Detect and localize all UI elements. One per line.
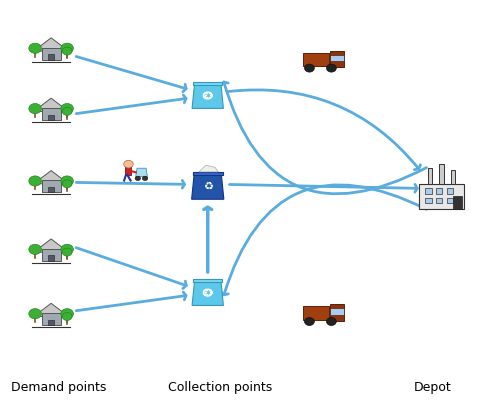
Bar (439, 164, 444, 184)
Circle shape (29, 244, 42, 254)
Bar (48, 54, 54, 60)
Bar (42, 180, 60, 192)
Text: ♻: ♻ (204, 288, 212, 298)
Bar (125, 166, 132, 175)
Bar (48, 255, 54, 261)
Bar (192, 172, 223, 175)
Circle shape (202, 288, 213, 297)
Bar (42, 108, 60, 120)
Circle shape (304, 318, 314, 326)
Bar (330, 55, 344, 62)
Circle shape (29, 104, 42, 114)
Circle shape (62, 47, 72, 55)
Polygon shape (192, 281, 224, 305)
Bar (428, 168, 432, 184)
Bar (48, 187, 54, 192)
Bar (426, 188, 432, 194)
Bar (453, 196, 462, 209)
Bar (330, 304, 344, 321)
Circle shape (62, 313, 72, 320)
Bar (418, 184, 465, 209)
Circle shape (61, 176, 74, 186)
Bar (42, 48, 60, 60)
Bar (303, 307, 330, 320)
Text: ♻: ♻ (202, 181, 212, 191)
Bar (330, 51, 344, 68)
Circle shape (204, 93, 212, 98)
Polygon shape (192, 175, 224, 199)
Text: Depot: Depot (414, 381, 452, 394)
Bar (436, 198, 442, 203)
Circle shape (326, 64, 336, 72)
Circle shape (61, 43, 74, 53)
Circle shape (61, 244, 74, 254)
Circle shape (62, 180, 72, 188)
Polygon shape (34, 98, 68, 111)
Circle shape (62, 248, 72, 256)
Circle shape (135, 176, 140, 181)
Bar (330, 308, 344, 315)
Polygon shape (34, 171, 68, 184)
Bar (193, 82, 222, 85)
Bar (446, 198, 453, 203)
Circle shape (61, 104, 74, 114)
Circle shape (202, 91, 213, 100)
Circle shape (326, 318, 336, 326)
Bar (436, 188, 442, 194)
Circle shape (29, 309, 42, 319)
Polygon shape (34, 38, 68, 51)
Circle shape (304, 64, 314, 72)
Bar (48, 320, 54, 325)
Circle shape (204, 290, 212, 296)
Circle shape (62, 107, 72, 115)
Circle shape (124, 160, 133, 168)
Polygon shape (34, 303, 68, 317)
Polygon shape (136, 168, 147, 177)
Bar (446, 188, 453, 194)
Polygon shape (192, 84, 224, 109)
Circle shape (29, 43, 42, 53)
Bar (450, 170, 455, 184)
Bar (193, 279, 222, 282)
Bar (42, 313, 60, 325)
Circle shape (29, 176, 42, 186)
Bar (48, 115, 54, 120)
Bar (42, 249, 60, 261)
Text: Demand points: Demand points (12, 381, 106, 394)
Polygon shape (34, 239, 68, 252)
Bar (303, 53, 330, 66)
Circle shape (142, 176, 148, 181)
Text: ♻: ♻ (204, 90, 212, 100)
Polygon shape (199, 165, 218, 172)
Bar (426, 198, 432, 203)
Text: Collection points: Collection points (168, 381, 272, 394)
Circle shape (61, 309, 74, 319)
